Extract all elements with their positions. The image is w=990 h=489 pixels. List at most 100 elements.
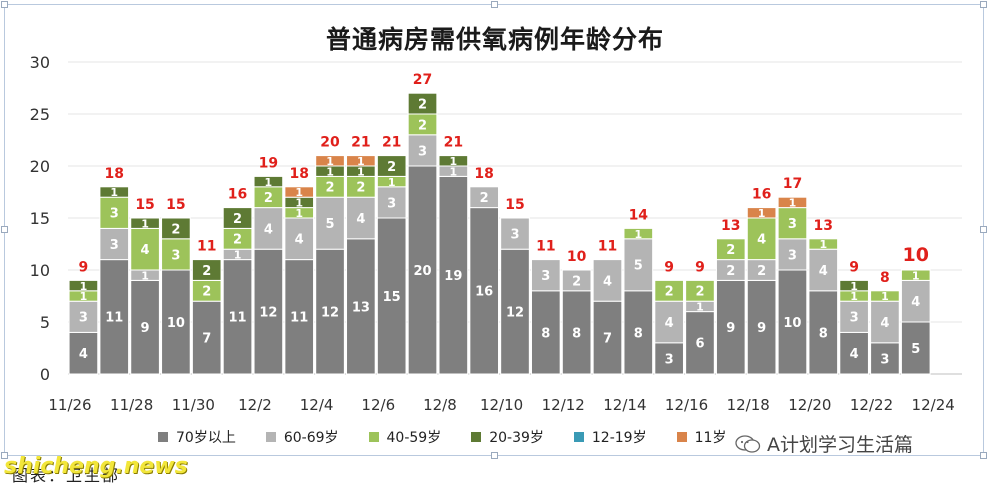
segment-label: 1: [326, 155, 334, 168]
total-label: 11: [197, 239, 216, 255]
resize-handle-bottom-right[interactable]: [980, 452, 987, 459]
x-tick-label: 12/18: [727, 396, 770, 414]
segment-label: 12: [259, 306, 277, 321]
resize-handle-right[interactable]: [980, 226, 987, 233]
segment-label: 2: [572, 274, 581, 289]
bar-segment: [715, 238, 746, 261]
segment-label: 1: [357, 155, 365, 168]
segment-label: 1: [265, 176, 273, 189]
segment-label: 8: [819, 326, 828, 341]
segment-label: 1: [295, 207, 303, 220]
bar-segment: [469, 186, 500, 209]
segment-label: 7: [603, 332, 612, 347]
segment-label: 15: [383, 290, 401, 305]
bar-segment: [530, 290, 561, 375]
segment-label: 5: [634, 259, 643, 274]
bar-segment: [284, 259, 315, 375]
bar-segment: [253, 207, 284, 250]
resize-handle-bottom-left[interactable]: [1, 452, 8, 459]
bar-segment: [900, 279, 931, 323]
segment-label: 20: [413, 264, 431, 279]
watermark-right-text: A计划学习生活篇: [767, 434, 913, 456]
segment-label: 4: [141, 243, 150, 258]
bar-segment: [530, 259, 561, 292]
resize-handle-top-left[interactable]: [1, 1, 8, 8]
bar-segment: [808, 238, 839, 250]
segment-label: 3: [541, 269, 550, 284]
segment-label: 2: [202, 264, 211, 279]
segment-label: 10: [783, 316, 801, 331]
x-tick-label: 12/12: [542, 396, 585, 414]
segment-label: 3: [387, 196, 396, 211]
bar-segment: [315, 155, 345, 167]
segment-label: 2: [233, 233, 242, 248]
total-label: 21: [382, 135, 401, 151]
bar-segment: [438, 175, 469, 375]
resize-handle-left[interactable]: [1, 226, 8, 233]
legend-item: 20-39岁: [471, 427, 544, 447]
segment-label: 12: [321, 306, 339, 321]
segment-label: 3: [850, 311, 859, 326]
bar-segment: [191, 259, 222, 281]
bar-segment: [715, 279, 746, 375]
bar-segment: [68, 279, 99, 292]
bar-segment: [130, 227, 160, 271]
bar-segment: [839, 279, 869, 292]
bar-segment: [870, 300, 900, 344]
resize-handle-bottom-center[interactable]: [491, 452, 498, 459]
bar-segment: [561, 269, 592, 292]
segment-label: 6: [695, 337, 704, 352]
bar-segment: [222, 207, 253, 229]
y-tick-label: 10: [30, 261, 50, 280]
segment-label: 3: [665, 352, 674, 367]
resize-handle-top-right[interactable]: [980, 1, 987, 8]
legend-item: 70岁以上: [158, 427, 236, 447]
resize-handle-top-center[interactable]: [491, 1, 498, 8]
segment-label: 16: [475, 285, 493, 300]
bar-segment: [99, 227, 130, 261]
bar-segment: [191, 300, 222, 375]
bar-segment: [99, 186, 130, 198]
segment-label: 3: [788, 248, 797, 263]
segment-label: 2: [171, 222, 180, 237]
bar-segment: [376, 217, 407, 375]
segment-label: 2: [480, 191, 489, 206]
segment-label: 1: [758, 207, 766, 220]
segment-label: 3: [510, 228, 519, 243]
bar-segment: [777, 269, 808, 375]
segment-label: 11: [229, 311, 247, 326]
legend-label: 20-39岁: [489, 430, 544, 446]
bar-segment: [284, 186, 315, 198]
segment-label: 19: [444, 269, 462, 284]
segment-label: 2: [726, 243, 735, 258]
bar-segment: [839, 300, 869, 333]
legend-item: 60-69岁: [265, 427, 339, 447]
bar-segment: [777, 207, 808, 240]
bar-segment: [68, 331, 99, 375]
legend-swatch: [265, 432, 276, 442]
segment-label: 4: [850, 347, 859, 362]
segment-label: 4: [757, 233, 766, 248]
x-tick-label: 11/28: [110, 396, 153, 414]
bar-segment: [900, 269, 931, 281]
bar-segment: [376, 155, 407, 177]
bar-segment: [746, 207, 777, 219]
segment-label: 3: [110, 238, 119, 253]
segment-label: 2: [757, 264, 766, 279]
segment-label: 2: [387, 160, 396, 175]
total-label: 27: [413, 72, 432, 88]
segment-label: 9: [141, 321, 150, 336]
bar-segment: [685, 279, 715, 302]
total-label: 18: [104, 166, 123, 182]
total-label: 15: [505, 197, 524, 213]
total-label: 10: [567, 249, 587, 265]
segment-label: 8: [634, 326, 643, 341]
segment-label: 2: [695, 285, 704, 300]
bar-segment: [654, 342, 684, 375]
segment-label: 1: [881, 290, 889, 303]
segment-label: 1: [234, 249, 242, 262]
segment-label: 12: [506, 306, 524, 321]
segment-label: 1: [141, 269, 149, 282]
legend-label: 11岁: [694, 430, 727, 446]
bar-segment: [130, 279, 160, 375]
